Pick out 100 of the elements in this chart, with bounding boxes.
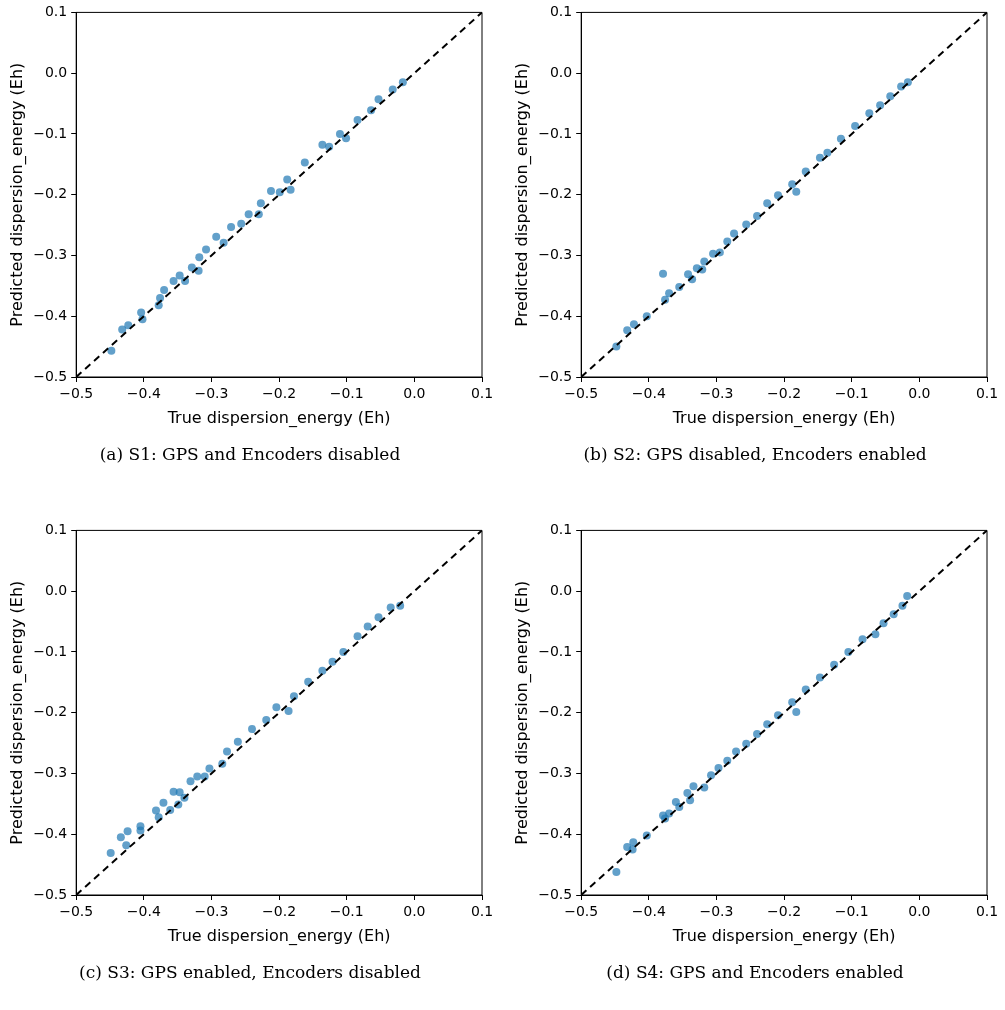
x-tick-label: 0.1 (975, 903, 999, 920)
point (858, 635, 867, 644)
point (684, 270, 693, 279)
point (792, 187, 801, 196)
point (753, 729, 762, 738)
y-tick-label: −0.1 (33, 642, 68, 659)
x-tick-label: −0.4 (126, 385, 161, 402)
x-tick-label: 0.0 (908, 903, 931, 920)
y-tick-label: −0.2 (538, 703, 573, 720)
point (865, 109, 874, 118)
y-tick-label: −0.3 (33, 764, 68, 781)
point (665, 289, 674, 298)
y-axis-title: Predicted dispersion_energy (Eh) (511, 580, 532, 845)
point (700, 257, 709, 266)
point (788, 698, 797, 707)
point (886, 92, 895, 101)
point (815, 153, 824, 162)
point (266, 187, 275, 196)
y-tick-label: −0.3 (33, 246, 68, 263)
point (195, 253, 204, 262)
point (186, 777, 195, 786)
point (328, 657, 337, 666)
point (792, 708, 801, 717)
x-axis-title: True dispersion_energy (Eh) (166, 925, 391, 946)
x-tick-label: −0.5 (564, 385, 599, 402)
point (723, 237, 732, 246)
point (742, 220, 751, 229)
y-tick-label: 0.1 (44, 521, 68, 538)
y-tick-label: −0.4 (538, 824, 573, 841)
y-tick-label: −0.1 (538, 124, 573, 141)
y-tick-label: −0.1 (538, 642, 573, 659)
point (123, 827, 132, 836)
point (156, 294, 165, 302)
point (623, 326, 632, 335)
y-tick-label: 0.1 (549, 521, 573, 538)
point (300, 158, 309, 167)
y-tick-label: −0.4 (538, 306, 573, 323)
y-tick-label: −0.5 (33, 367, 68, 384)
point (707, 771, 716, 780)
point (160, 286, 169, 295)
point (248, 725, 257, 734)
point (659, 269, 668, 278)
point (202, 245, 211, 254)
point (175, 271, 184, 280)
point (124, 321, 133, 330)
y-tick-label: −0.2 (33, 185, 68, 202)
y-tick-label: −0.4 (33, 306, 68, 323)
x-tick-label: −0.2 (262, 385, 297, 402)
x-tick-label: −0.4 (631, 385, 666, 402)
point (283, 175, 292, 184)
x-tick-label: −0.1 (834, 385, 869, 402)
y-tick-label: 0.0 (44, 581, 68, 598)
text: (d) S4: GPS and Encoders enabled (605, 962, 905, 982)
point (815, 673, 824, 682)
point (286, 185, 295, 194)
point (262, 715, 271, 724)
x-tick-label: 0.1 (470, 903, 494, 920)
point (175, 788, 184, 797)
text: (a) S1: GPS and Encoders disabled (98, 444, 402, 464)
point (237, 219, 246, 228)
point (689, 782, 698, 791)
x-axis-title: True dispersion_energy (Eh) (671, 925, 896, 946)
point (318, 666, 327, 675)
point (753, 211, 762, 220)
point (159, 798, 168, 807)
point (212, 232, 221, 241)
x-tick-label: −0.5 (564, 903, 599, 920)
x-tick-label: 0.0 (403, 903, 426, 920)
y-tick-label: −0.2 (538, 185, 573, 202)
point (683, 788, 692, 797)
x-tick-label: −0.2 (767, 385, 802, 402)
point (774, 191, 783, 200)
point (374, 95, 383, 104)
y-tick-label: −0.5 (33, 885, 68, 902)
x-axis-title: True dispersion_energy (Eh) (166, 407, 391, 428)
point (116, 833, 125, 842)
y-tick-label: 0.0 (549, 63, 573, 80)
point (244, 210, 253, 219)
point (851, 122, 860, 131)
point (374, 613, 383, 622)
point (788, 180, 797, 189)
y-tick-label: −0.4 (33, 824, 68, 841)
y-tick-label: −0.3 (538, 246, 573, 263)
x-tick-label: −0.3 (194, 385, 229, 402)
point (152, 806, 160, 815)
x-tick-label: 0.0 (403, 385, 426, 402)
point (256, 199, 265, 208)
x-tick-label: 0.1 (470, 385, 494, 402)
point (871, 630, 880, 639)
x-tick-label: −0.3 (194, 903, 229, 920)
x-tick-label: −0.5 (59, 385, 94, 402)
point (709, 249, 718, 258)
text: (b) S2: GPS disabled, Encoders enabled (582, 444, 928, 464)
point (284, 706, 293, 715)
point (763, 199, 772, 208)
y-tick-label: −0.5 (538, 885, 573, 902)
x-tick-label: −0.4 (126, 903, 161, 920)
point (118, 325, 127, 334)
x-axis-title: True dispersion_energy (Eh) (671, 407, 896, 428)
point (169, 276, 178, 285)
